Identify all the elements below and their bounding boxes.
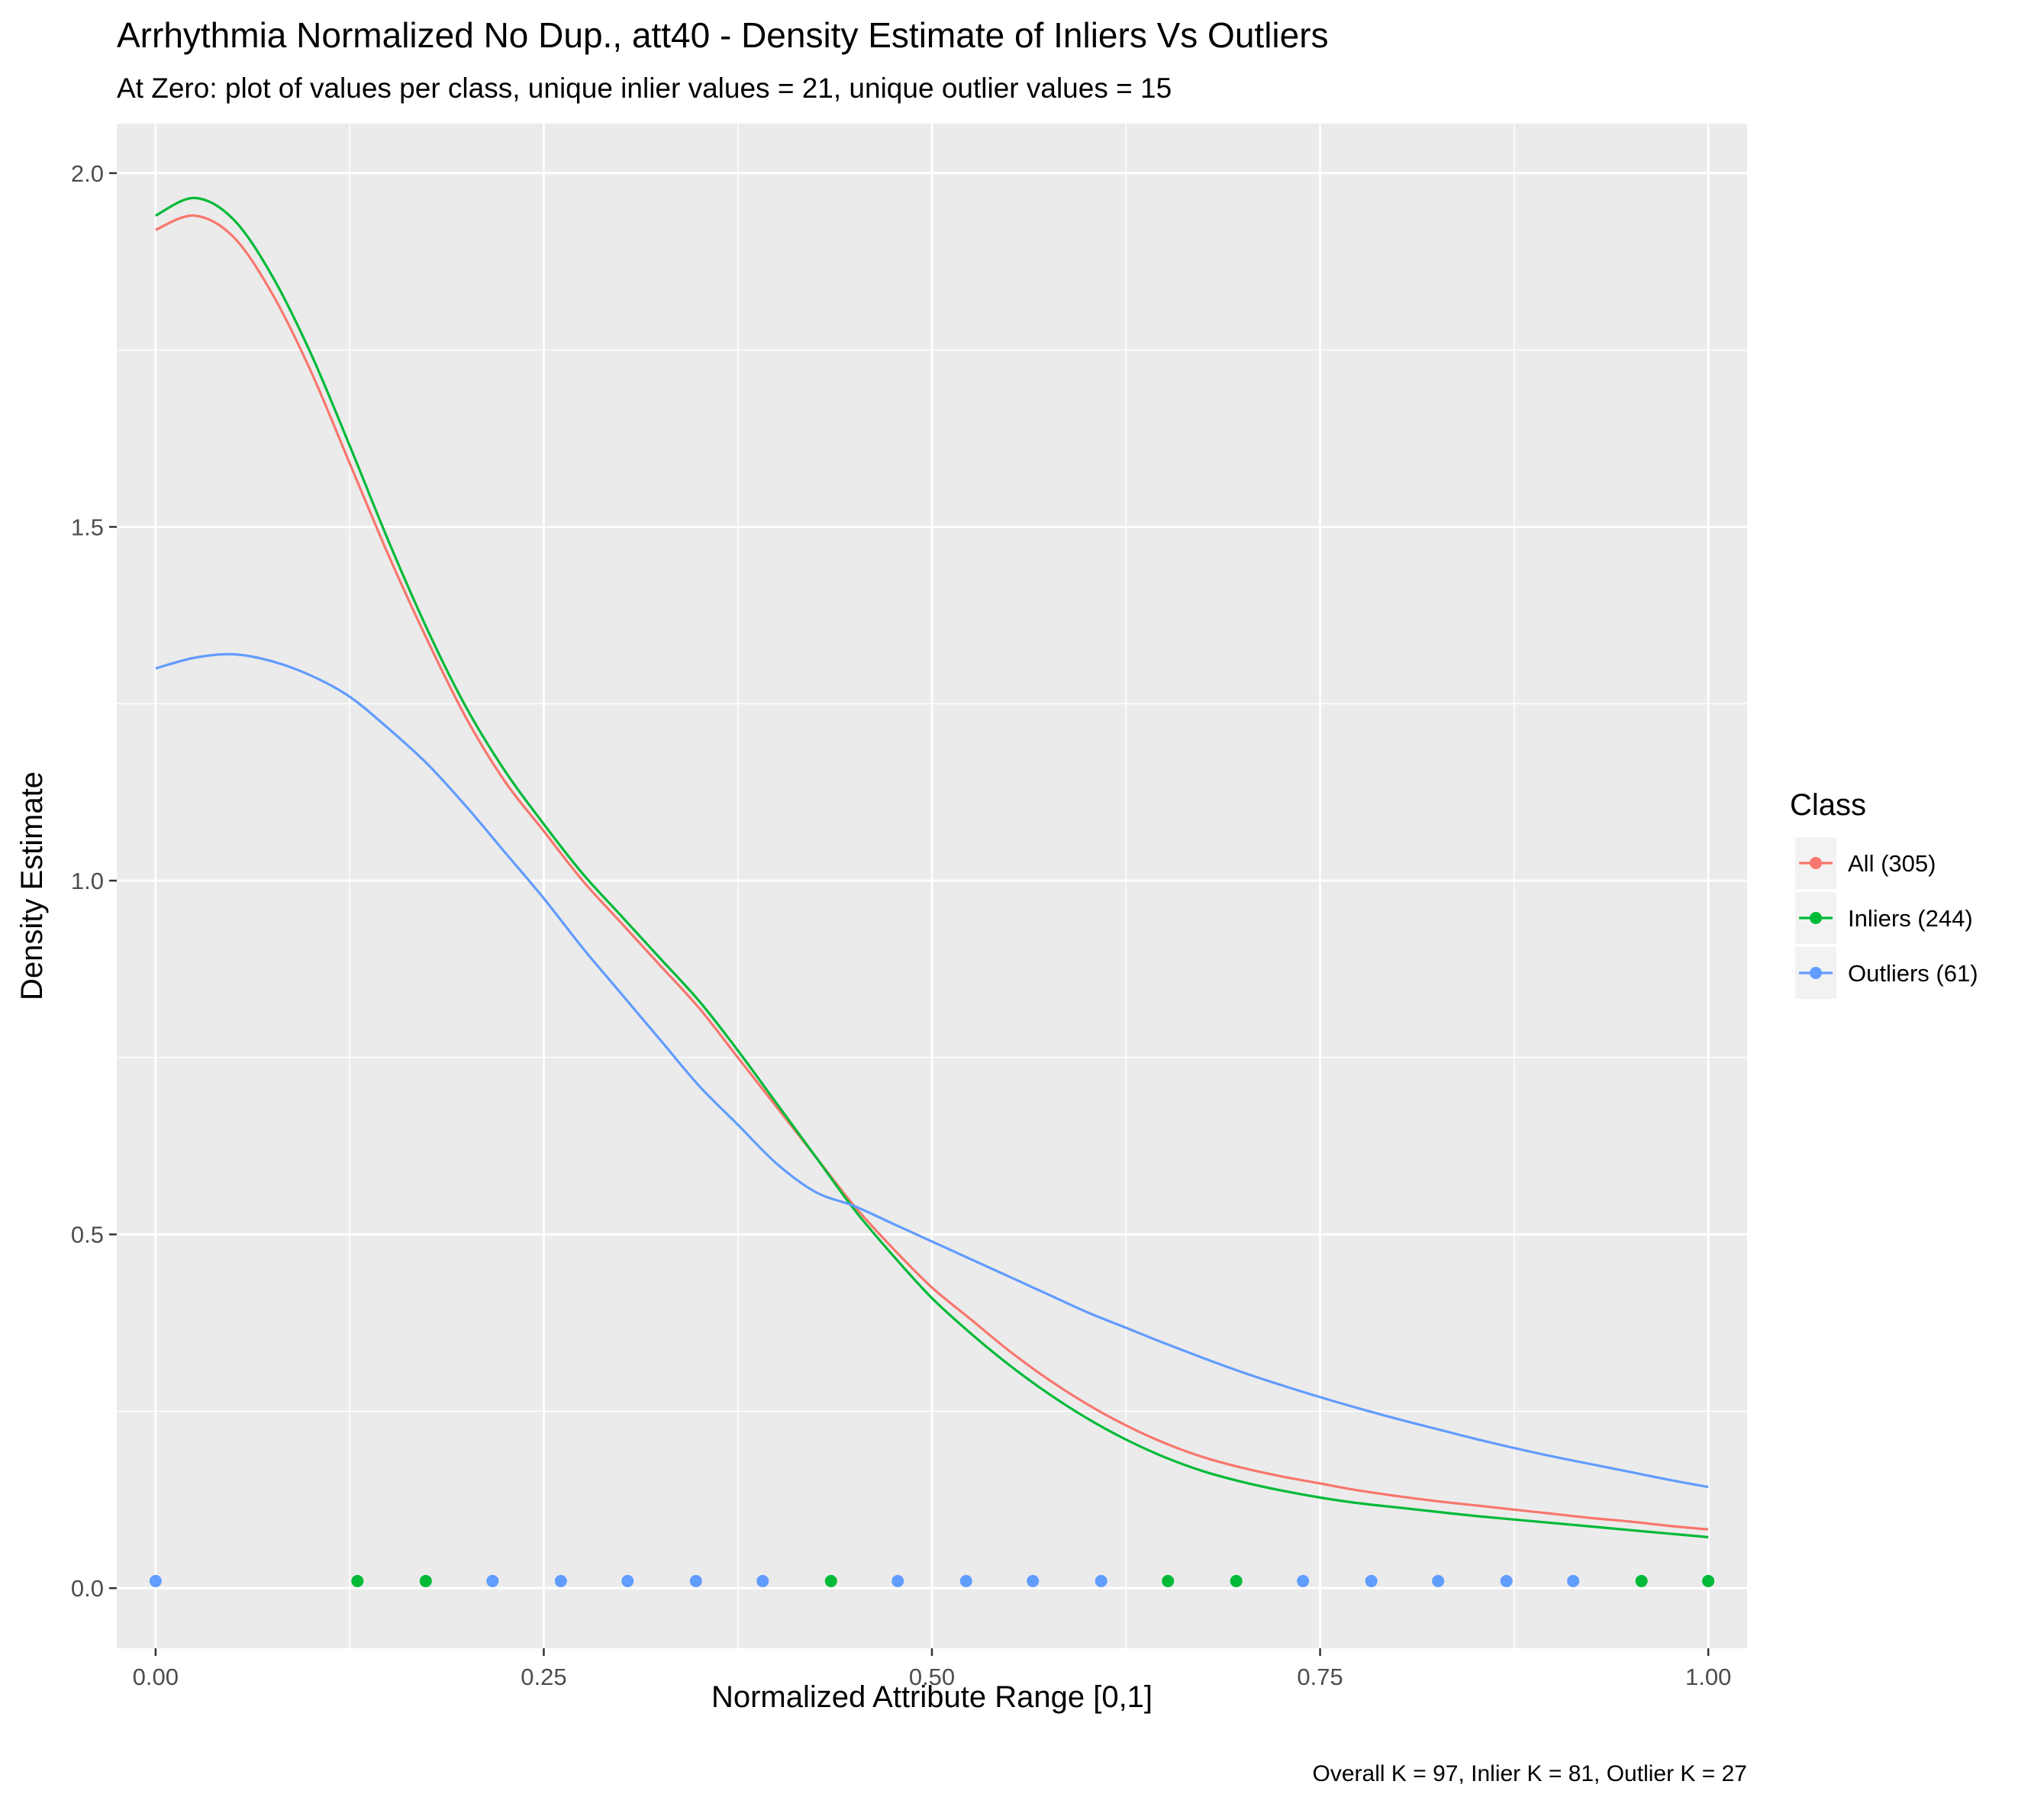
value-point bbox=[1567, 1574, 1580, 1587]
legend-items: All (305) Inliers (244) Outliers (61) bbox=[1795, 837, 1978, 999]
x-tick-label: 0.25 bbox=[521, 1664, 566, 1690]
legend-label: Inliers (244) bbox=[1848, 905, 1973, 932]
series-lines bbox=[155, 196, 1709, 1538]
series-line bbox=[155, 196, 1709, 1538]
value-point bbox=[1095, 1574, 1107, 1587]
value-point bbox=[689, 1574, 702, 1587]
series-line bbox=[155, 214, 1709, 1531]
value-point bbox=[959, 1574, 972, 1587]
chart-subtitle: At Zero: plot of values per class, uniqu… bbox=[117, 72, 1172, 104]
y-tick-label: 1.0 bbox=[71, 868, 104, 894]
value-point bbox=[1635, 1574, 1648, 1587]
y-tick-label: 2.0 bbox=[71, 160, 104, 187]
x-tick-label: 0.75 bbox=[1297, 1664, 1343, 1690]
legend-label: Outliers (61) bbox=[1848, 960, 1978, 987]
value-point bbox=[1432, 1574, 1445, 1587]
chart-caption: Overall K = 97, Inlier K = 81, Outlier K… bbox=[1313, 1761, 1747, 1786]
legend-title: Class bbox=[1790, 788, 1866, 822]
value-point bbox=[1230, 1574, 1243, 1587]
series-line bbox=[155, 652, 1709, 1489]
x-tick-label: 0.50 bbox=[909, 1664, 955, 1690]
value-point bbox=[1365, 1574, 1378, 1587]
value-points bbox=[149, 1574, 1715, 1587]
value-point bbox=[621, 1574, 634, 1587]
y-tick-label: 0.0 bbox=[71, 1575, 104, 1602]
y-axis-title: Density Estimate bbox=[15, 771, 49, 1000]
y-tick-label: 1.5 bbox=[71, 514, 104, 540]
x-axis-ticks: 0.00 0.25 0.50 0.75 1.00 bbox=[133, 1648, 1731, 1690]
legend-key-point bbox=[1810, 967, 1822, 979]
value-point bbox=[149, 1574, 162, 1587]
y-axis-ticks: 0.0 0.5 1.0 1.5 2.0 bbox=[71, 160, 117, 1602]
value-point bbox=[1702, 1574, 1715, 1587]
value-point bbox=[554, 1574, 567, 1587]
value-point bbox=[486, 1574, 499, 1587]
grid-major bbox=[117, 124, 1747, 1648]
value-point bbox=[1027, 1574, 1040, 1587]
x-tick-label: 0.00 bbox=[133, 1664, 179, 1690]
value-point bbox=[891, 1574, 904, 1587]
value-point bbox=[1162, 1574, 1175, 1587]
value-point bbox=[1500, 1574, 1513, 1587]
value-point bbox=[351, 1574, 364, 1587]
chart-title: Arrhythmia Normalized No Dup., att40 - D… bbox=[117, 15, 1329, 55]
value-point bbox=[419, 1574, 432, 1587]
y-tick-label: 0.5 bbox=[71, 1222, 104, 1248]
legend-key-point bbox=[1810, 857, 1822, 869]
legend-key-point bbox=[1810, 912, 1822, 924]
legend-label: All (305) bbox=[1848, 850, 1936, 877]
x-axis-title: Normalized Attribute Range [0,1] bbox=[711, 1680, 1153, 1714]
value-point bbox=[1297, 1574, 1310, 1587]
legend: Class All (305) Inliers (244) Outliers (61… bbox=[1790, 788, 1978, 999]
x-tick-label: 1.00 bbox=[1685, 1664, 1731, 1690]
value-point bbox=[824, 1574, 837, 1587]
value-point bbox=[756, 1574, 769, 1587]
